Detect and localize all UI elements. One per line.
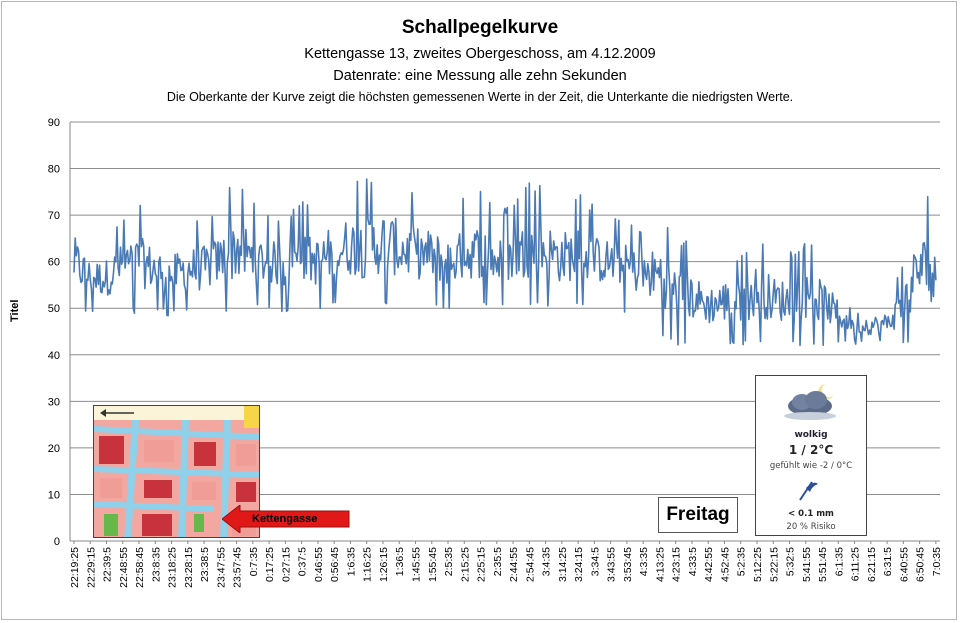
x-tick-label: 7:0:35	[931, 547, 943, 576]
x-tick-label: 5:51:45	[817, 547, 829, 582]
x-tick-label: 0:17:25	[264, 547, 276, 582]
x-tick-label: 5:12:25	[752, 547, 764, 582]
weather-precipitation: < 0.1 mm	[788, 509, 834, 519]
weather-temperature: 1 / 2°C	[788, 443, 834, 457]
x-tick-label: 2:54:45	[524, 547, 536, 582]
x-tick-label: 0:7:35	[248, 547, 260, 576]
y-tick-label: 0	[54, 536, 60, 548]
y-tick-label: 10	[48, 489, 60, 501]
x-tick-label: 4:33:5	[687, 547, 699, 576]
x-tick-label: 3:34:5	[589, 547, 601, 576]
x-tick-label: 0:37:5	[297, 547, 309, 576]
y-tick-label: 70	[48, 210, 60, 222]
x-tick-label: 1:26:15	[378, 547, 390, 582]
x-tick-label: 2:35:5	[492, 547, 504, 576]
chart-subtitle-location: Kettengasse 13, zweites Obergeschoss, am…	[304, 46, 656, 62]
x-tick-label: 1:16:25	[362, 547, 374, 582]
x-tick-label: 6:50:45	[915, 547, 927, 582]
y-tick-label: 30	[48, 396, 60, 408]
x-tick-label: 5:41:55	[801, 547, 813, 582]
x-tick-label: 4:3:35	[638, 547, 650, 576]
x-tick-label: 22:39:5	[102, 547, 114, 582]
chart-title: Schallpegelkurve	[401, 17, 559, 38]
x-tick-label: 4:52:45	[719, 547, 731, 582]
x-tick-label: 3:24:15	[573, 547, 585, 582]
map-location-label: Kettengasse	[252, 513, 318, 525]
series-line	[73, 178, 937, 347]
x-tick-label: 22:29:15	[85, 547, 97, 588]
x-tick-label: 2:44:55	[508, 547, 520, 582]
y-tick-label: 20	[48, 443, 60, 455]
y-tick-label: 90	[48, 117, 60, 129]
x-tick-label: 23:8:35	[150, 547, 162, 582]
x-tick-label: 5:2:35	[736, 547, 748, 576]
x-tick-label: 23:28:15	[183, 547, 195, 588]
weather-condition: wolkig	[794, 430, 828, 440]
x-tick-label: 0:46:55	[313, 547, 325, 582]
x-tick-label: 6:1:35	[833, 547, 845, 576]
y-axis-label: Titel	[9, 299, 21, 322]
y-tick-label: 40	[48, 350, 60, 362]
x-tick-label: 3:4:35	[541, 547, 553, 576]
x-tick-label: 2:25:15	[476, 547, 488, 582]
x-tick-label: 6:40:55	[898, 547, 910, 582]
x-tick-label: 1:6:35	[345, 547, 357, 576]
x-tick-label: 0:27:15	[280, 547, 292, 582]
x-tick-label: 2:15:25	[459, 547, 471, 582]
weather-widget: wolkig 1 / 2°C gefühlt wie -2 / 0°C < 0.…	[755, 375, 867, 536]
y-tick-label: 60	[48, 257, 60, 269]
x-tick-label: 23:57:45	[232, 547, 244, 588]
x-tick-label: 1:55:45	[427, 547, 439, 582]
weather-risk: 20 % Risiko	[786, 522, 836, 532]
y-tick-label: 80	[48, 164, 60, 176]
x-tick-label: 23:47:55	[215, 547, 227, 588]
x-tick-label: 2:5:35	[443, 547, 455, 576]
umbrella-icon	[799, 481, 818, 501]
chart-subtitle-explanation: Die Oberkante der Kurve zeigt die höchst…	[166, 90, 794, 104]
x-tick-label: 6:11:25	[850, 547, 862, 581]
x-tick-label: 6:31:5	[882, 547, 894, 576]
x-tick-label: 3:53:45	[622, 547, 634, 582]
x-tick-label: 22:48:55	[118, 547, 130, 588]
x-tick-label: 3:43:55	[606, 547, 618, 582]
location-arrow	[222, 505, 350, 533]
x-tick-label: 23:38:5	[199, 547, 211, 582]
x-tick-label: 0:56:45	[329, 547, 341, 582]
x-tick-label: 4:13:25	[654, 547, 666, 582]
x-tick-label: 5:32:5	[785, 547, 797, 576]
x-tick-label: 3:14:25	[557, 547, 569, 582]
weather-feels-like: gefühlt wie -2 / 0°C	[769, 461, 853, 471]
x-tick-label: 23:18:25	[167, 547, 179, 588]
x-tick-label: 1:36:5	[394, 547, 406, 576]
day-label: Freitag	[658, 497, 738, 533]
x-tick-label: 6:21:15	[866, 547, 878, 582]
x-tick-label: 1:45:55	[410, 547, 422, 582]
x-tick-label: 4:42:55	[703, 547, 715, 582]
cloud-moon-icon	[784, 383, 836, 420]
chart-subtitle-datarate: Datenrate: eine Messung alle zehn Sekund…	[333, 68, 627, 84]
x-tick-label: 22:58:45	[134, 547, 146, 588]
x-tick-label: 22:19:25	[69, 547, 81, 588]
x-tick-label: 4:23:15	[671, 547, 683, 582]
x-tick-label: 5:22:15	[768, 547, 780, 582]
y-tick-label: 50	[48, 303, 60, 315]
